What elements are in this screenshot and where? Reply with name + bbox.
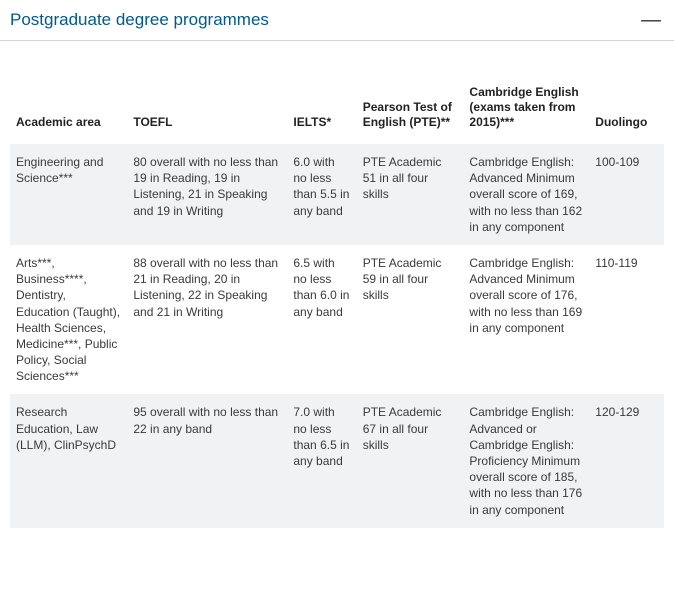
cell-cambridge: Cambridge English: Advanced Minimum over… <box>463 245 589 395</box>
cell-toefl: 95 overall with no less than 22 in any b… <box>127 394 287 527</box>
cell-toefl: 80 overall with no less than 19 in Readi… <box>127 144 287 245</box>
cell-duolingo: 110-119 <box>589 245 664 395</box>
table-row: Arts***, Business****, Dentistry, Educat… <box>10 245 664 395</box>
accordion-header[interactable]: Postgraduate degree programmes — <box>0 0 674 41</box>
cell-area: Engineering and Science*** <box>10 144 127 245</box>
cell-pte: PTE Academic 51 in all four skills <box>357 144 464 245</box>
cell-cambridge: Cambridge English: Advanced or Cambridge… <box>463 394 589 527</box>
requirements-table-container: Academic area TOEFL IELTS* Pearson Test … <box>0 41 674 538</box>
collapse-icon: — <box>641 10 660 30</box>
cell-ielts: 6.5 with no less than 6.0 in any band <box>287 245 356 395</box>
col-toefl: TOEFL <box>127 77 287 144</box>
cell-area: Arts***, Business****, Dentistry, Educat… <box>10 245 127 395</box>
accordion-title: Postgraduate degree programmes <box>10 10 269 30</box>
col-pte: Pearson Test of English (PTE)** <box>357 77 464 144</box>
table-header-row: Academic area TOEFL IELTS* Pearson Test … <box>10 77 664 144</box>
col-duolingo: Duolingo <box>589 77 664 144</box>
requirements-table: Academic area TOEFL IELTS* Pearson Test … <box>10 77 664 528</box>
col-ielts: IELTS* <box>287 77 356 144</box>
cell-cambridge: Cambridge English: Advanced Minimum over… <box>463 144 589 245</box>
col-academic-area: Academic area <box>10 77 127 144</box>
cell-toefl: 88 overall with no less than 21 in Readi… <box>127 245 287 395</box>
cell-ielts: 6.0 with no less than 5.5 in any band <box>287 144 356 245</box>
table-row: Research Education, Law (LLM), ClinPsych… <box>10 394 664 527</box>
table-row: Engineering and Science*** 80 overall wi… <box>10 144 664 245</box>
cell-pte: PTE Academic 59 in all four skills <box>357 245 464 395</box>
cell-ielts: 7.0 with no less than 6.5 in any band <box>287 394 356 527</box>
cell-pte: PTE Academic 67 in all four skills <box>357 394 464 527</box>
cell-duolingo: 120-129 <box>589 394 664 527</box>
col-cambridge: Cambridge English (exams taken from 2015… <box>463 77 589 144</box>
cell-area: Research Education, Law (LLM), ClinPsych… <box>10 394 127 527</box>
cell-duolingo: 100-109 <box>589 144 664 245</box>
